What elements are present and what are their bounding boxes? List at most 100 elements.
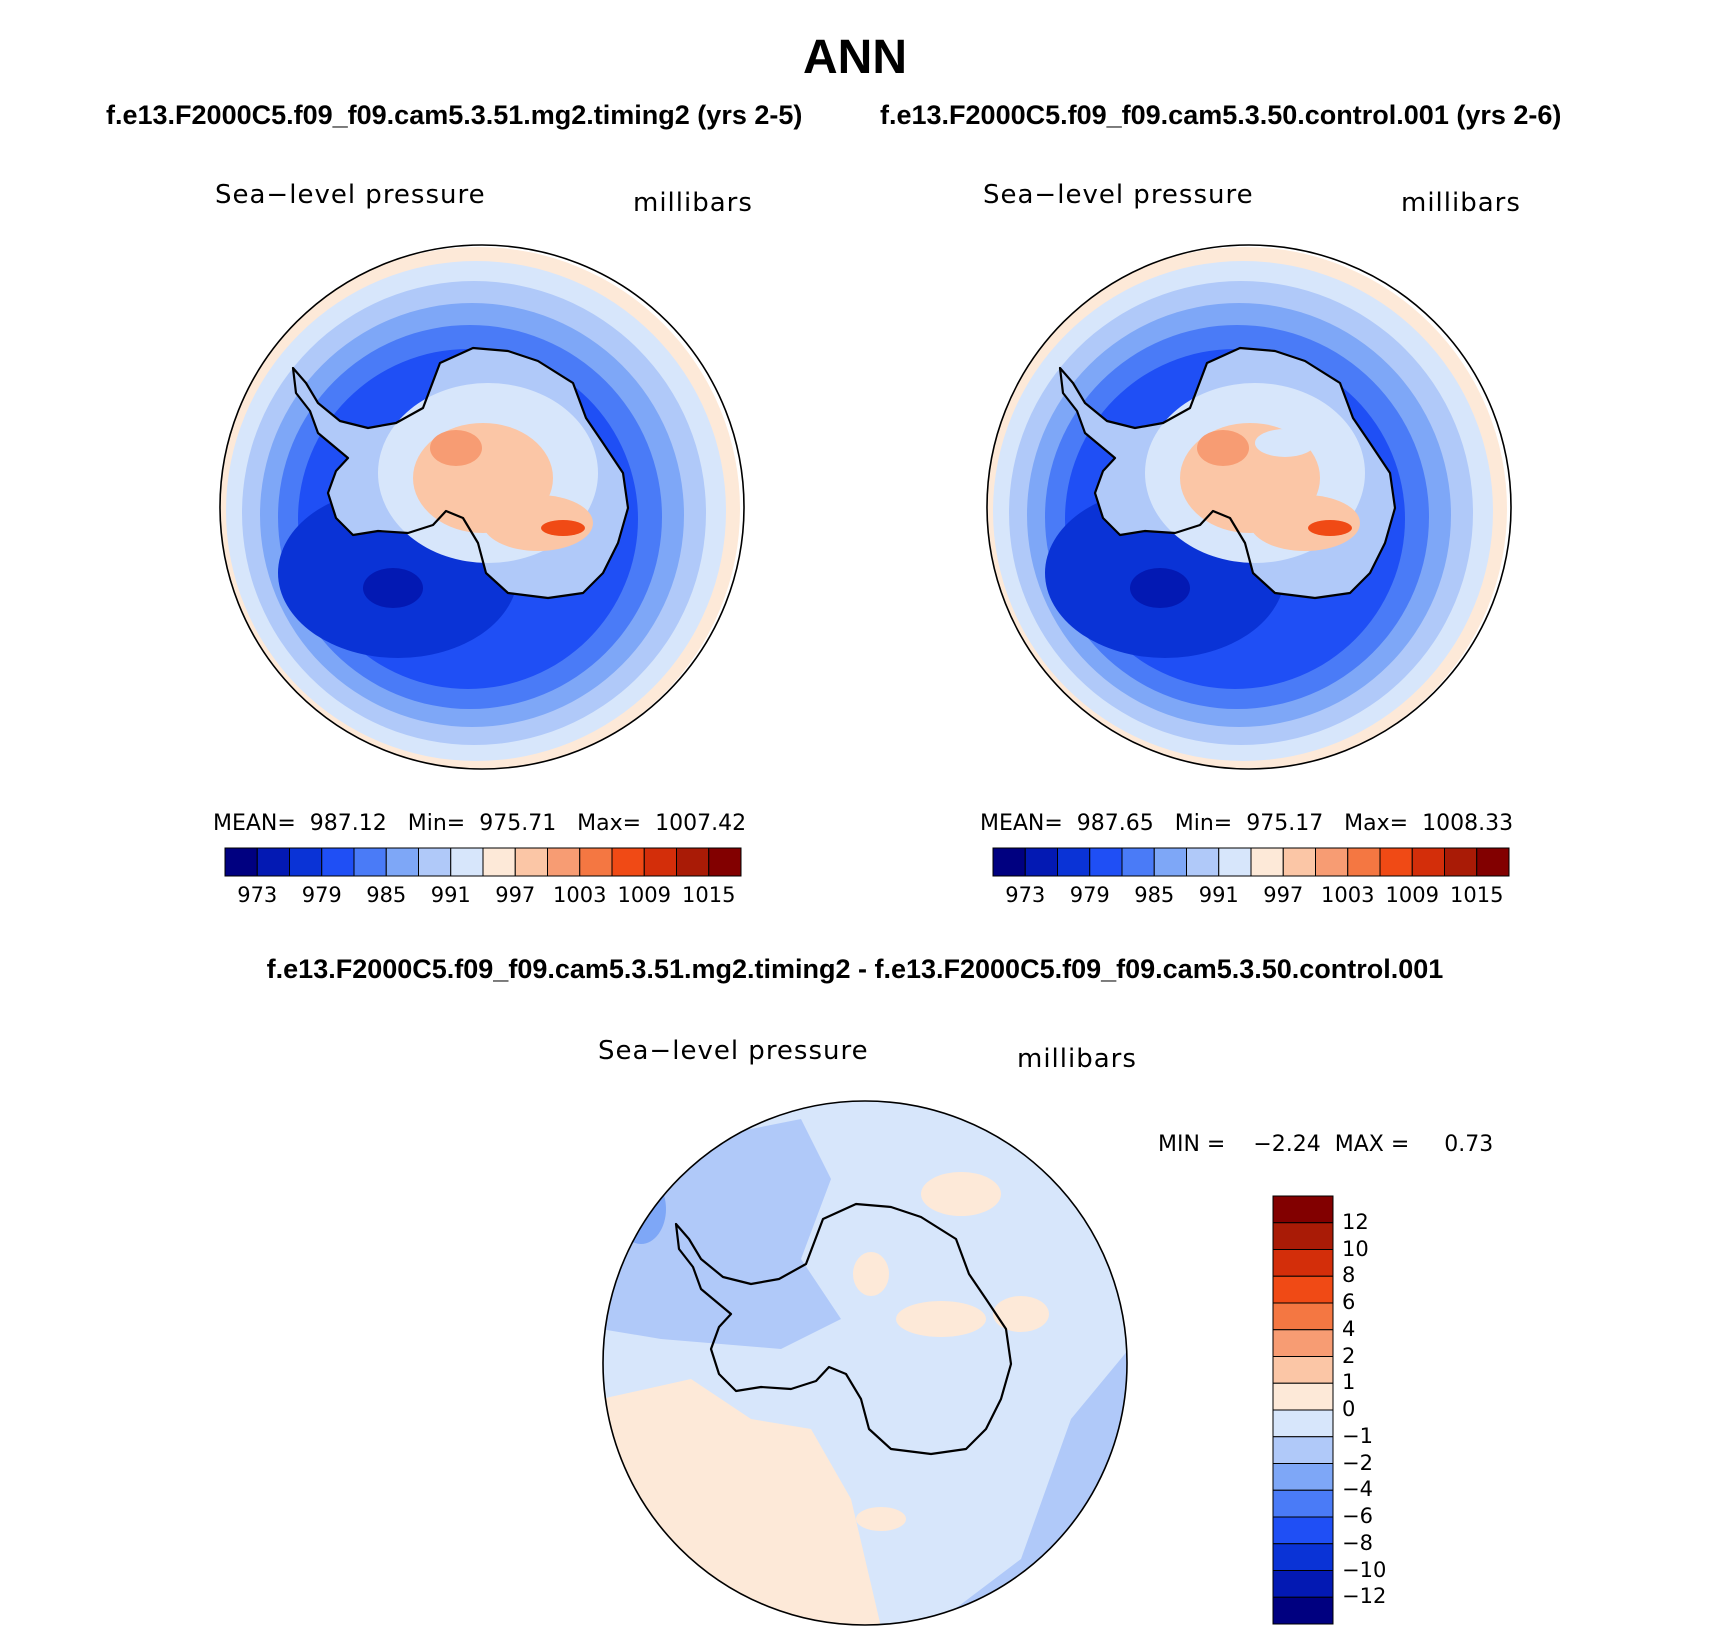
main-title: ANN (803, 31, 907, 84)
colorbar-swatch (1272, 1356, 1334, 1384)
colorbar-tick-label: 985 (366, 883, 407, 907)
colorbar-swatch (676, 847, 710, 877)
colorbar-swatch (708, 847, 742, 877)
colorbar-tick-label: −2 (1342, 1450, 1373, 1475)
colorbar-swatch (643, 847, 677, 877)
colorbar-swatch (1272, 1195, 1334, 1224)
colorbar-swatch (514, 847, 548, 877)
colorbar-swatch (1089, 847, 1123, 877)
colorbar-swatch (1121, 847, 1155, 877)
land-pressure-max (1308, 520, 1352, 536)
colorbar-swatch (1282, 847, 1316, 877)
colorbar-swatch (992, 847, 1026, 877)
colorbar-tick-label: −12 (1342, 1584, 1387, 1609)
colorbar-tick-label: 8 (1342, 1263, 1356, 1288)
colorbar-swatch (1272, 1329, 1334, 1357)
colorbar-swatch (1024, 847, 1058, 877)
colorbar-swatch (1272, 1436, 1334, 1464)
diff-positive-region (921, 1172, 1001, 1216)
colorbar-tick-label: 1015 (1450, 883, 1504, 907)
colorbar-swatch (450, 847, 484, 877)
colorbar-tick-label: 4 (1342, 1316, 1356, 1341)
colorbar-tick-label: 991 (1198, 883, 1239, 907)
panel1-stats: MEAN= 987.12 Min= 975.71 Max= 1007.42 (213, 811, 747, 836)
colorbar-tick-label: 997 (1263, 883, 1304, 907)
panel2-stats: MEAN= 987.65 Min= 975.17 Max= 1008.33 (980, 811, 1514, 836)
diff-variable-label: Sea−level pressure (598, 1036, 869, 1066)
antarctica-coastline (674, 1202, 1013, 1456)
colorbar-tick-label: −10 (1342, 1557, 1387, 1582)
panel1-colorbar (224, 847, 742, 877)
land-pressure-high (1250, 495, 1360, 551)
colorbar-tick-label: 10 (1342, 1236, 1369, 1261)
colorbar-swatch (482, 847, 516, 877)
colorbar-swatch (1379, 847, 1413, 877)
colorbar-tick-label: 985 (1134, 883, 1175, 907)
difference-title: f.e13.F2000C5.f09_f09.cam5.3.51.mg2.timi… (266, 954, 1444, 984)
panel1-colorbar-ticks: 973 979 985 991 997 1003 1009 1015 (225, 883, 741, 911)
colorbar-swatch (418, 847, 452, 877)
land-pressure-high (483, 495, 593, 551)
colorbar-tick-label: 973 (237, 883, 278, 907)
colorbar-tick-label: −4 (1342, 1477, 1373, 1502)
colorbar-tick-label: −6 (1342, 1504, 1373, 1528)
case-title-left: f.e13.F2000C5.f09_f09.cam5.3.51.mg2.timi… (106, 100, 803, 130)
land-pressure-mid (1255, 429, 1315, 457)
antarctica-coastline (291, 346, 630, 600)
colorbar-swatch (224, 847, 258, 877)
colorbar-swatch (1272, 1382, 1334, 1411)
colorbar-swatch (1272, 1596, 1334, 1625)
map-boundary (986, 244, 1512, 770)
colorbar-swatch (1153, 847, 1187, 877)
colorbar-swatch (1057, 847, 1091, 877)
colorbar-tick-label: 1003 (553, 883, 607, 907)
diff-colorbar-ticks: 12 10 8 6 4 2 1 0 −1 −2 −4 −6 −8 −10 −12 (1342, 1196, 1422, 1624)
colorbar-tick-label: 12 (1342, 1209, 1369, 1234)
colorbar-tick-label: 2 (1342, 1343, 1356, 1368)
colorbar-tick-label: 1 (1342, 1370, 1356, 1395)
colorbar-tick-label: −1 (1342, 1423, 1373, 1448)
colorbar-tick-label: 973 (1005, 883, 1046, 907)
colorbar-tick-label: 997 (495, 883, 536, 907)
colorbar-tick-label: −8 (1342, 1530, 1373, 1555)
map-boundary (219, 244, 745, 770)
colorbar-swatch (1272, 1543, 1334, 1571)
panel2-map (986, 244, 1512, 770)
panel1-variable-label: Sea−level pressure (215, 180, 486, 210)
colorbar-tick-label: 6 (1342, 1290, 1356, 1314)
diff-positive-region (896, 1301, 986, 1337)
diff-positive-region (853, 1252, 889, 1296)
colorbar-swatch (289, 847, 323, 877)
panel2-units-label: millibars (1401, 188, 1521, 218)
case-title-right: f.e13.F2000C5.f09_f09.cam5.3.50.control.… (880, 100, 1562, 130)
colorbar-swatch (1272, 1516, 1334, 1545)
colorbar-swatch (1272, 1275, 1334, 1304)
colorbar-swatch (579, 847, 613, 877)
panel1-map (219, 244, 745, 770)
colorbar-tick-label: 1003 (1321, 883, 1375, 907)
colorbar-swatch (1272, 1409, 1334, 1438)
colorbar-swatch (1272, 1463, 1334, 1491)
colorbar-swatch (1315, 847, 1349, 877)
colorbar-swatch (385, 847, 419, 877)
colorbar-tick-label: 979 (1069, 883, 1110, 907)
pressure-minimum (363, 568, 423, 608)
colorbar-swatch (1272, 1489, 1334, 1518)
colorbar-tick-label: 1015 (682, 883, 736, 907)
colorbar-tick-label: 991 (430, 883, 471, 907)
panel1-units-label: millibars (633, 188, 753, 218)
colorbar-swatch (1476, 847, 1510, 877)
diff-negative-region (616, 1174, 666, 1244)
colorbar-swatch (1272, 1222, 1334, 1250)
colorbar-swatch (611, 847, 645, 877)
colorbar-tick-label: 1009 (617, 883, 671, 907)
antarctica-coastline (1058, 346, 1397, 600)
colorbar-swatch (1272, 1570, 1334, 1598)
colorbar-swatch (1250, 847, 1284, 877)
diff-positive-region (993, 1296, 1049, 1332)
pressure-minimum (1130, 568, 1190, 608)
diff-positive-region (856, 1507, 906, 1531)
panel2-variable-label: Sea−level pressure (983, 180, 1254, 210)
colorbar-tick-label: 0 (1342, 1397, 1356, 1421)
colorbar-swatch (353, 847, 387, 877)
